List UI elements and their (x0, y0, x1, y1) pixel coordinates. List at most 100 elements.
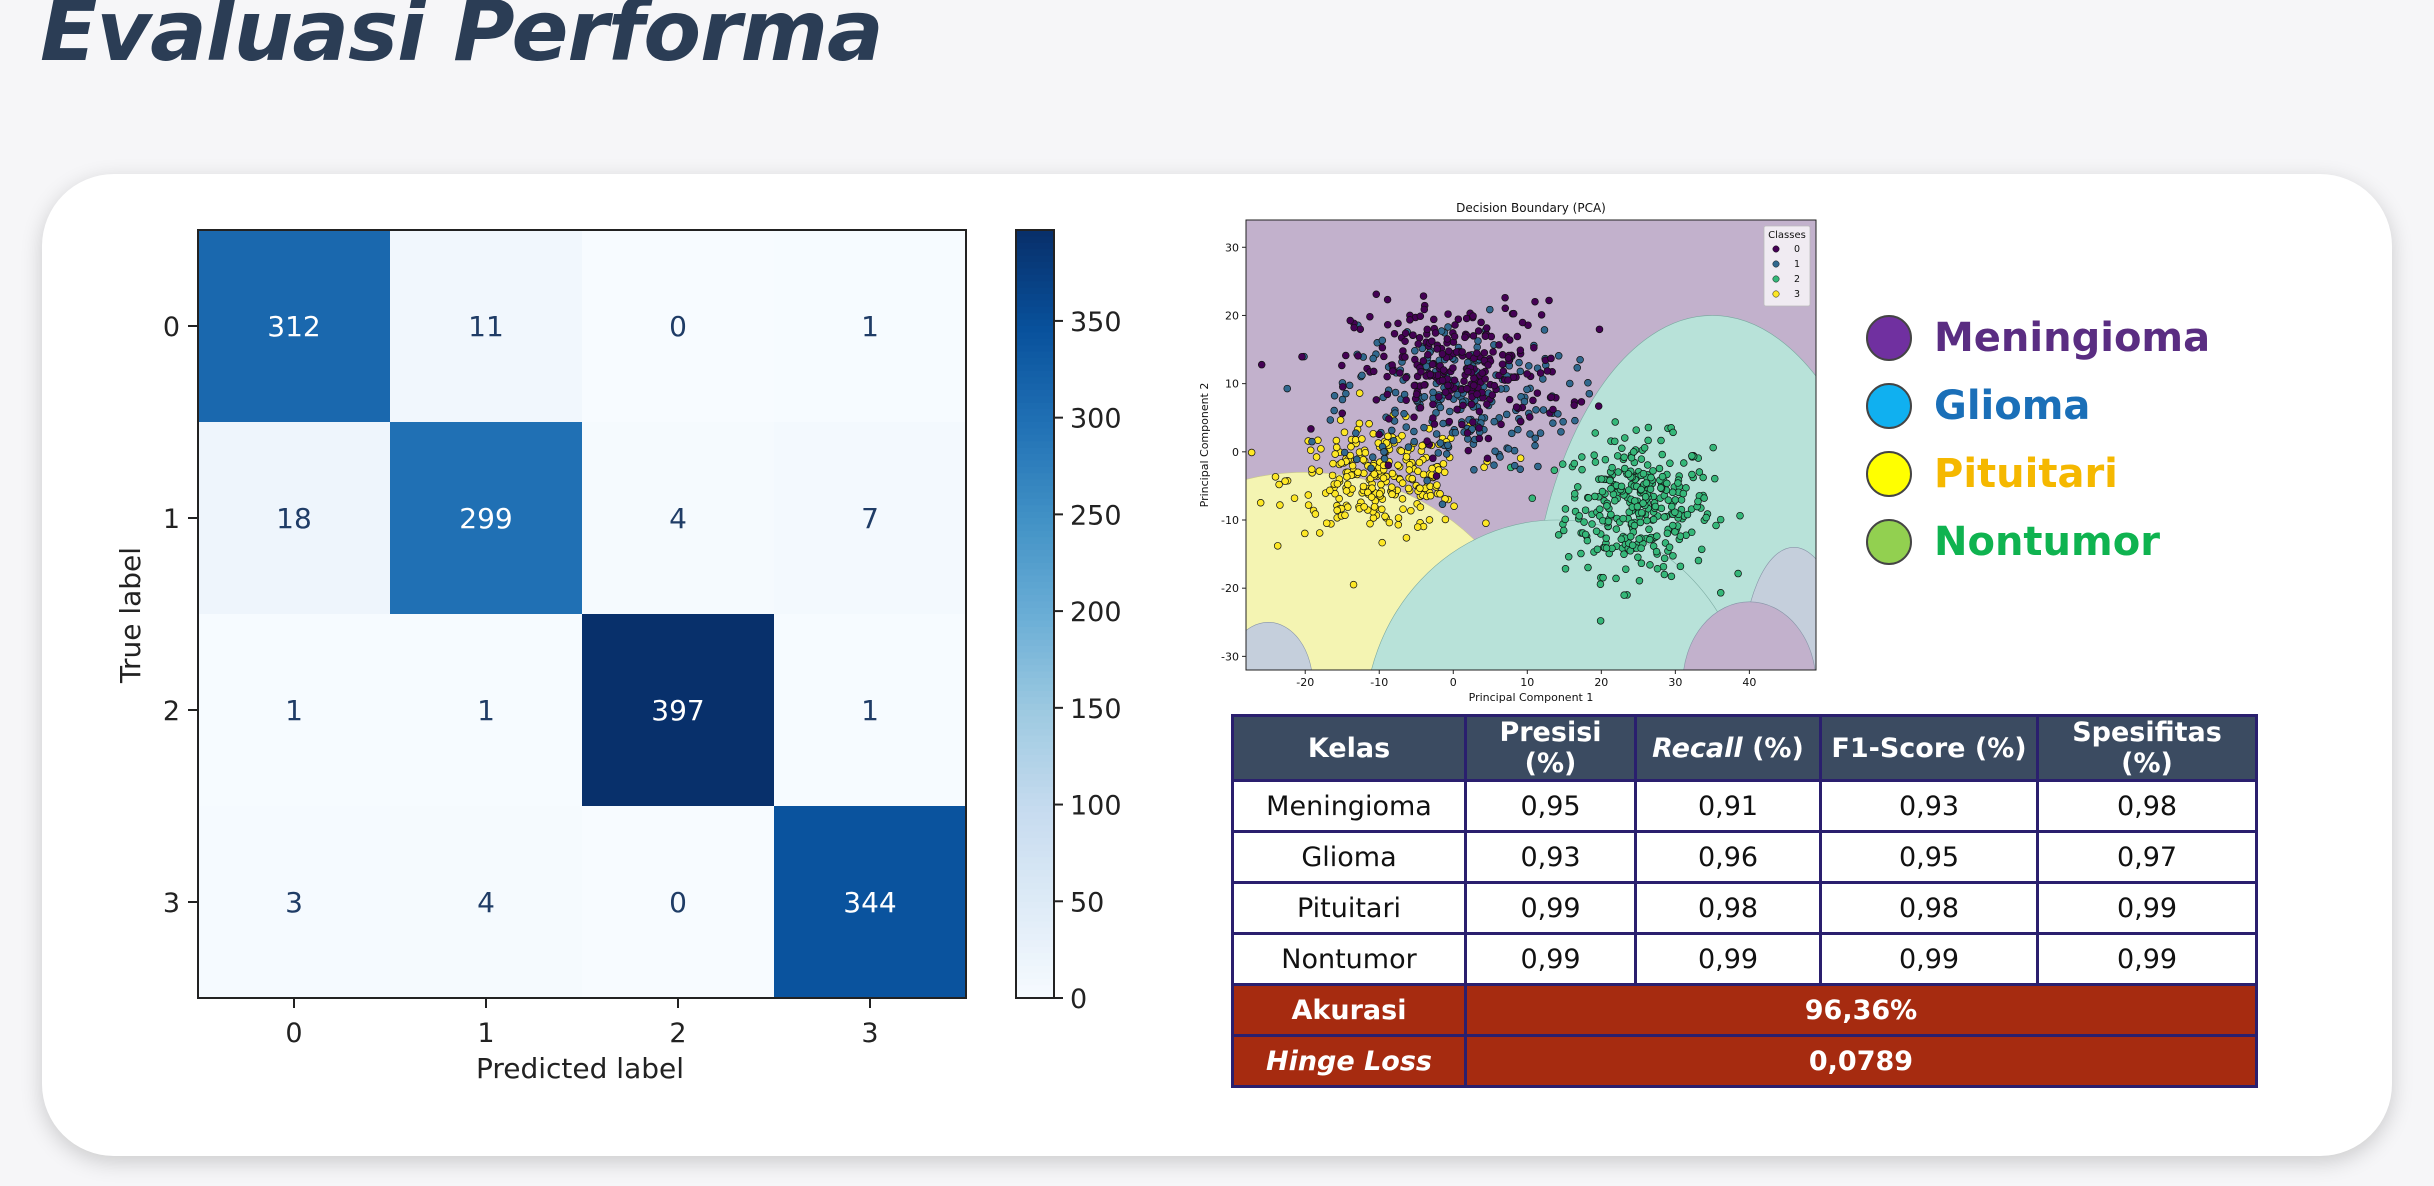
scatter-point (1716, 589, 1725, 597)
scatter-point (1543, 367, 1552, 375)
cell-f1: 0,99 (1819, 932, 2039, 986)
colorbar-band (1016, 953, 1054, 961)
scatter-point (1571, 490, 1579, 498)
cell-class: Nontumor (1231, 932, 1467, 986)
scatter-point (1275, 480, 1283, 489)
colorbar-band (1016, 428, 1054, 436)
scatter-point (1564, 553, 1573, 561)
scatter-point (1660, 513, 1669, 521)
legend-label: Meningioma (1934, 315, 2211, 361)
scatter-point (1358, 371, 1366, 380)
scatter-point (1504, 376, 1512, 384)
scatter-point (1475, 424, 1483, 432)
scatter-point (1388, 426, 1396, 435)
scatter-x-tick-label: 40 (1742, 676, 1756, 689)
scatter-point (1329, 459, 1337, 468)
scatter-point (1434, 449, 1443, 457)
scatter-point (1716, 515, 1725, 524)
scatter-point (1388, 483, 1396, 491)
scatter-point (1401, 353, 1409, 361)
scatter-point (1470, 381, 1478, 390)
scatter-point (1599, 573, 1607, 582)
scatter-point (1598, 487, 1607, 496)
colorbar-band (1016, 313, 1054, 321)
scatter-point (1570, 459, 1579, 468)
scatter-y-tick-label: 10 (1225, 378, 1239, 391)
colorbar-tick-label: 50 (1070, 887, 1104, 918)
scatter-point (1547, 354, 1555, 363)
scatter-point (1410, 437, 1418, 446)
colorbar-band (1016, 492, 1054, 500)
colorbar-band (1016, 607, 1054, 615)
scatter-point (1306, 446, 1315, 455)
scatter-point (1404, 443, 1413, 451)
scatter-point (1399, 505, 1407, 513)
scatter-point (1416, 503, 1425, 511)
scatter-x-label: Principal Component 1 (1469, 691, 1594, 704)
matrix-cell (390, 806, 582, 998)
scatter-point (1549, 405, 1557, 414)
scatter-point (1463, 384, 1471, 393)
matrix-cell (582, 230, 774, 422)
scatter-point (1398, 431, 1406, 440)
scatter-point (1429, 388, 1437, 397)
colorbar-tick-label: 100 (1070, 791, 1122, 822)
scatter-point (1614, 468, 1622, 476)
scatter-point (1557, 428, 1565, 436)
scatter-point (1653, 565, 1662, 573)
colorbar-band (1016, 761, 1054, 769)
scatter-point (1415, 458, 1424, 467)
scatter-y-tick-label: 30 (1225, 241, 1239, 254)
scatter-point (1570, 401, 1578, 409)
scatter-point (1347, 443, 1355, 451)
scatter-point (1273, 542, 1282, 550)
scatter-point (1331, 489, 1339, 498)
scatter-point (1676, 532, 1685, 540)
scatter-point (1620, 550, 1628, 558)
cell-precision: 0,99 (1464, 932, 1637, 986)
scatter-point (1378, 505, 1386, 514)
scatter-point (1539, 406, 1548, 414)
scatter-point (1575, 512, 1583, 520)
scatter-point (1315, 529, 1324, 537)
cell-value: 4 (669, 502, 687, 535)
scatter-point (1480, 349, 1489, 357)
scatter-point (1451, 321, 1459, 329)
scatter-point (1436, 439, 1445, 447)
scatter-point (1460, 377, 1468, 385)
colorbar-band (1016, 921, 1054, 929)
scatter-point (1402, 453, 1411, 461)
scatter-point (1369, 354, 1377, 363)
cell-recall: 0,91 (1634, 779, 1822, 833)
scatter-point (1677, 496, 1686, 504)
scatter-point (1581, 530, 1590, 539)
table-row: Nontumor 0,99 0,99 0,99 0,99 (1231, 932, 2258, 986)
colorbar-band (1016, 377, 1054, 385)
colorbar-band (1016, 294, 1054, 302)
scatter-point (1531, 441, 1539, 450)
scatter-point (1577, 549, 1585, 558)
scatter-point (1463, 429, 1472, 437)
scatter-point (1637, 508, 1646, 517)
scatter-point (1712, 521, 1720, 530)
scatter-point (1606, 476, 1614, 485)
scatter-point (1326, 486, 1334, 495)
scatter-point (1655, 464, 1664, 473)
cell-value: 0 (669, 886, 687, 919)
scatter-point (1571, 416, 1579, 425)
scatter-point (1429, 414, 1437, 422)
colorbar-band (1016, 556, 1054, 564)
colorbar-band (1016, 281, 1054, 289)
scatter-point (1531, 297, 1539, 306)
scatter-x-tick-label: -10 (1370, 676, 1388, 689)
scatter-point (1669, 428, 1677, 437)
scatter-point (1304, 501, 1313, 509)
scatter-point (1380, 352, 1388, 361)
scatter-point (1398, 479, 1407, 487)
cell-f1: 0,93 (1819, 779, 2039, 833)
scatter-point (1442, 450, 1451, 458)
scatter-point (1666, 459, 1674, 467)
colorbar-band (1016, 601, 1054, 609)
cell-value: 299 (459, 502, 512, 535)
scatter-point (1596, 580, 1605, 588)
